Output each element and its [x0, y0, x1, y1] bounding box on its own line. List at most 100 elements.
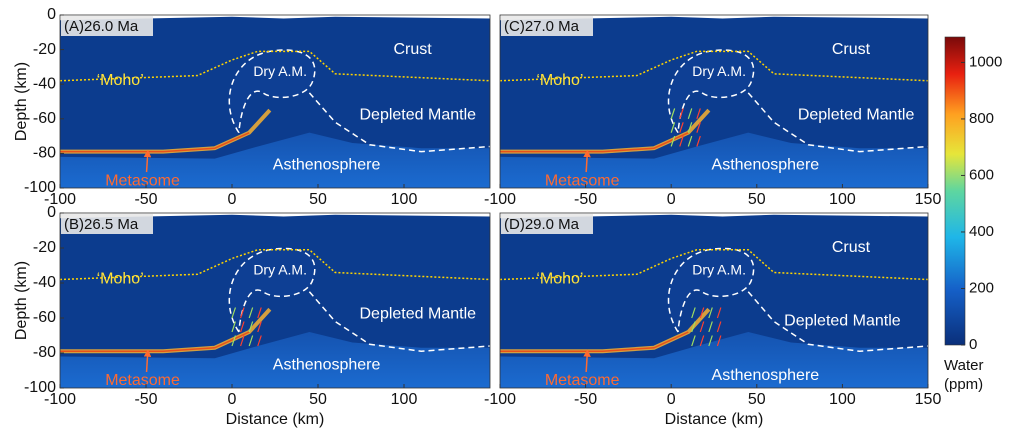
- flow-vector: [679, 108, 684, 119]
- annotation: Dry A.M.: [692, 63, 746, 79]
- x-tick-label: -50: [574, 191, 597, 208]
- x-tick-label: -50: [134, 391, 157, 408]
- x-tick-label: -100: [44, 391, 76, 408]
- flow-vector: [257, 321, 262, 333]
- x-tick-label: -50: [574, 391, 597, 408]
- flow-vector: [248, 335, 254, 347]
- colorbar-tick-label: 600: [969, 166, 994, 183]
- annotation: Asthenosphere: [273, 157, 381, 174]
- annotation: Metasome: [545, 372, 620, 389]
- annotation: Asthenosphere: [712, 157, 820, 174]
- flow-vector: [696, 135, 701, 147]
- metasome-core: [500, 331, 689, 352]
- flow-vector: [691, 321, 696, 333]
- panel-label-bg: [61, 16, 153, 36]
- flow-vector: [699, 321, 705, 333]
- flow-vector: [687, 108, 693, 119]
- x-tick-label: 0: [667, 391, 676, 408]
- flow-vector: [670, 122, 676, 133]
- depleted-boundary: [747, 92, 929, 153]
- x-tick-label: 100: [391, 191, 418, 208]
- flow-vector: [257, 307, 262, 319]
- panel-label-bg: [501, 214, 593, 234]
- flow-vector: [679, 135, 684, 147]
- flow-vector: [691, 307, 696, 319]
- dry-am-outline: [228, 247, 316, 333]
- y-tick-label: 0: [47, 204, 56, 221]
- flow-vector: [240, 321, 245, 333]
- panel-label: (D)29.0 Ma: [504, 216, 580, 233]
- x-tick-label: 150: [915, 191, 942, 208]
- depleted-boundary: [308, 291, 491, 353]
- flow-vector: [670, 135, 676, 147]
- annotation: Depleted Mantle: [360, 306, 477, 323]
- annotation: Depleted Mantle: [360, 107, 477, 124]
- frame: [59, 14, 491, 189]
- panel-label: (A)26.0 Ma: [64, 18, 139, 35]
- metasome-core: [500, 131, 689, 153]
- panel-label: (B)26.5 Ma: [64, 216, 139, 233]
- x-tick-label: 50: [748, 391, 766, 408]
- x-axis-title: Distance (km): [665, 411, 764, 428]
- y-tick-label: 0: [47, 6, 56, 23]
- colorbar-tick-label: 200: [969, 279, 994, 296]
- y-axis-title: Depth (km): [13, 62, 30, 141]
- annotation-arrow: [583, 149, 591, 173]
- x-tick-label: -100: [484, 191, 516, 208]
- flow-vector: [240, 335, 245, 347]
- top-surface: [60, 213, 490, 219]
- x-tick-label: 150: [915, 391, 942, 408]
- x-tick-label: 100: [829, 391, 856, 408]
- y-tick-label: -20: [33, 239, 56, 256]
- annotation: Dry A.M.: [253, 261, 307, 277]
- annotation: ‘Moho’: [536, 271, 583, 288]
- annotation: Crust: [832, 239, 871, 256]
- flow-vector: [670, 108, 676, 119]
- x-tick-label: -100: [44, 191, 76, 208]
- annotation: Asthenosphere: [273, 356, 381, 373]
- panel: (D)29.0 Ma Crust ‘Moho’ Dry A.M. Depleted Ma…: [484, 212, 942, 428]
- x-tick-label: 0: [667, 191, 676, 208]
- dry-am-outline: [228, 49, 316, 134]
- flow-vector: [716, 335, 722, 347]
- moho-line: [59, 249, 491, 281]
- annotation: Dry A.M.: [253, 63, 307, 79]
- flow-vector: [687, 122, 693, 133]
- y-tick-label: -40: [33, 75, 56, 92]
- y-tick-label: -20: [33, 41, 56, 58]
- panel: (B)26.5 Ma ‘Moho’ Dry A.M. Depleted Mantle A…: [13, 204, 491, 428]
- y-tick-label: -80: [33, 145, 56, 162]
- flow-vector: [699, 335, 705, 347]
- colorbar-tick-label: 0: [969, 336, 977, 353]
- flow-vector: [716, 307, 722, 319]
- top-surface: [500, 15, 928, 21]
- x-tick-label: 50: [309, 191, 327, 208]
- flow-vector: [691, 335, 696, 347]
- x-axis-title: Distance (km): [226, 411, 325, 428]
- y-axis-title: Depth (km): [13, 261, 30, 340]
- annotation: ‘Moho’: [97, 72, 144, 89]
- x-tick-label: -100: [484, 391, 516, 408]
- annotation: Dry A.M.: [692, 261, 746, 277]
- frame: [499, 14, 929, 189]
- y-tick-label: -100: [24, 179, 56, 196]
- moho-line: [499, 50, 929, 82]
- y-tick-label: -100: [24, 379, 56, 396]
- flow-vector: [231, 335, 237, 347]
- x-tick-label: 100: [391, 391, 418, 408]
- colorbar-tick-label: 1000: [969, 53, 1002, 70]
- flow-vector: [696, 108, 701, 119]
- annotation: Depleted Mantle: [784, 313, 901, 330]
- annotation: Metasome: [105, 172, 180, 189]
- flow-vector: [687, 135, 693, 147]
- flow-vector: [257, 335, 262, 347]
- annotation: Depleted Mantle: [798, 107, 915, 124]
- x-tick-label: 50: [748, 191, 766, 208]
- colorbar-tick-label: 400: [969, 223, 994, 240]
- annotation: Metasome: [105, 372, 180, 389]
- annotation: Crust: [832, 41, 871, 58]
- y-tick-label: -60: [33, 309, 56, 326]
- metasome-core: [60, 131, 250, 153]
- annotation: Metasome: [545, 172, 620, 189]
